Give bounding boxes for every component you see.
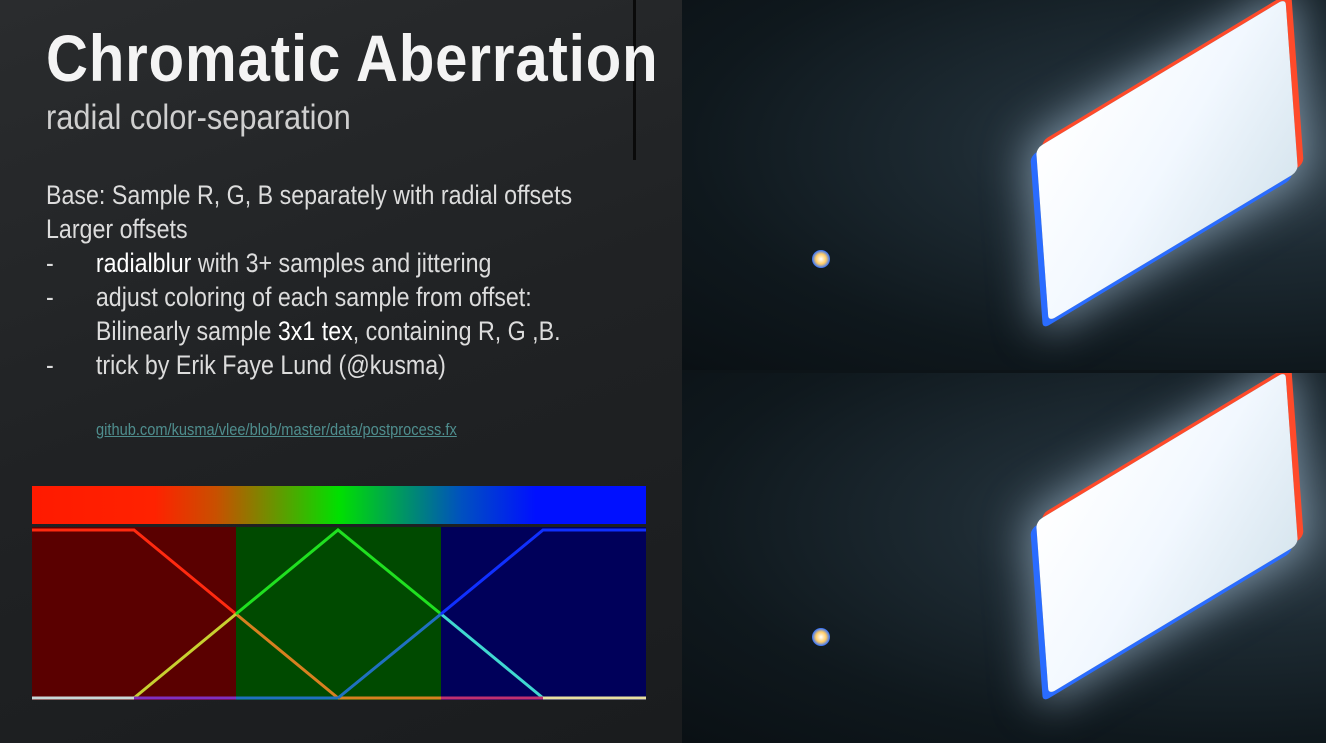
line-base: Base: Sample R, G, B separately with rad… — [46, 180, 573, 210]
bullet-text: , containing R, G ,B. — [352, 316, 561, 346]
spectrum-bar — [32, 486, 646, 524]
bullet-dash: - — [46, 282, 54, 312]
rgb-lookup-diagram — [32, 486, 646, 700]
slide-panel: Chromatic Aberration radial color-separa… — [0, 0, 682, 743]
bullet-text: with 3+ samples and jittering — [191, 248, 492, 278]
red-region — [32, 527, 236, 700]
bullet-2: - adjust coloring of each sample from of… — [46, 280, 572, 314]
slide-body: Base: Sample R, G, B separately with rad… — [46, 178, 572, 382]
render-image-bottom — [682, 373, 1326, 743]
render-image-top — [682, 0, 1326, 370]
blue-curve — [440, 528, 646, 616]
source-link[interactable]: github.com/kusma/vlee/blob/master/data/p… — [96, 420, 457, 439]
green-curve-rise — [133, 612, 237, 700]
bullet-1: - radialblur with 3+ samples and jitteri… — [46, 246, 572, 280]
glowing-slab — [1036, 0, 1298, 322]
light-spot — [812, 628, 830, 646]
bold-term: 3x1 tex — [277, 316, 353, 346]
bullet-dash: - — [46, 248, 54, 278]
blue-curve-rise — [337, 612, 442, 700]
green-curve-fall — [440, 612, 544, 700]
bullet-text: trick by Erik Faye Lund (@kusma) — [95, 350, 446, 380]
slide-title: Chromatic Aberration — [46, 21, 659, 95]
divider — [633, 0, 636, 160]
slide-subtitle: radial color-separation — [46, 98, 351, 137]
green-region — [236, 527, 441, 700]
light-spot — [812, 250, 830, 268]
bold-term: radialblur — [95, 248, 192, 278]
green-curve — [235, 528, 442, 616]
glowing-slab — [1036, 373, 1298, 695]
bullet-3: - trick by Erik Faye Lund (@kusma) — [46, 348, 572, 382]
blue-region — [441, 527, 646, 700]
bullet-dash: - — [46, 350, 54, 380]
bullet-text: adjust coloring of each sample from offs… — [95, 282, 532, 312]
render-comparison — [682, 0, 1326, 743]
bullet-text: Bilinearly sample — [95, 316, 278, 346]
line-larger: Larger offsets — [46, 214, 188, 244]
red-curve — [32, 528, 237, 616]
bullet-2-cont: Bilinearly sample 3x1 tex, containing R,… — [46, 314, 572, 348]
